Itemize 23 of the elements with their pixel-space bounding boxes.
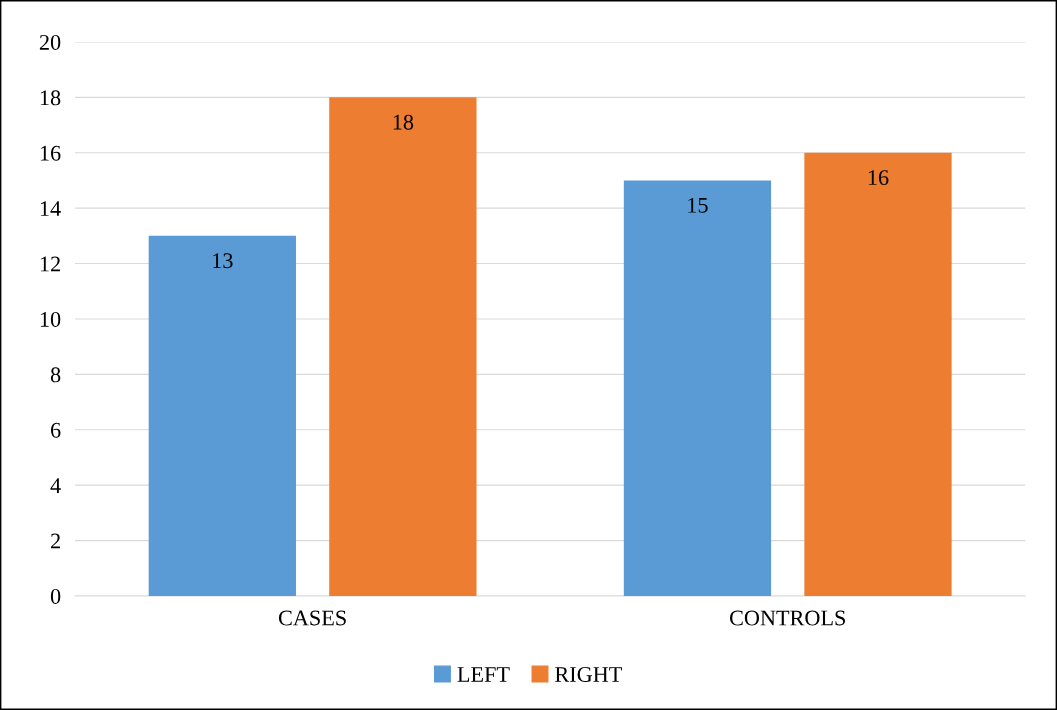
y-tick-label: 18 (40, 90, 61, 106)
x-tick-label: CASES (278, 610, 346, 626)
y-tick-label: 6 (51, 422, 61, 438)
y-tick-label: 14 (40, 201, 61, 216)
x-tick-label: CONTROLS (729, 610, 845, 626)
legend-label: RIGHT (555, 667, 622, 682)
bar (329, 97, 477, 596)
y-tick-label: 10 (40, 311, 61, 327)
data-label: 18 (393, 114, 414, 130)
bar (148, 235, 296, 596)
bar (623, 180, 772, 596)
y-tick-label: 8 (50, 367, 61, 383)
y-tick-label: 4 (50, 478, 61, 493)
y-tick-label: 16 (40, 145, 61, 161)
data-label: 15 (688, 197, 708, 213)
bar (804, 152, 952, 596)
data-label: 13 (213, 253, 233, 269)
data-label: 16 (868, 170, 889, 186)
y-tick-label: 0 (50, 588, 61, 604)
y-tick-label: 20 (39, 34, 61, 50)
y-tick-label: 2 (51, 533, 60, 549)
legend-label: LEFT (457, 667, 510, 682)
y-tick-label: 12 (40, 256, 60, 272)
